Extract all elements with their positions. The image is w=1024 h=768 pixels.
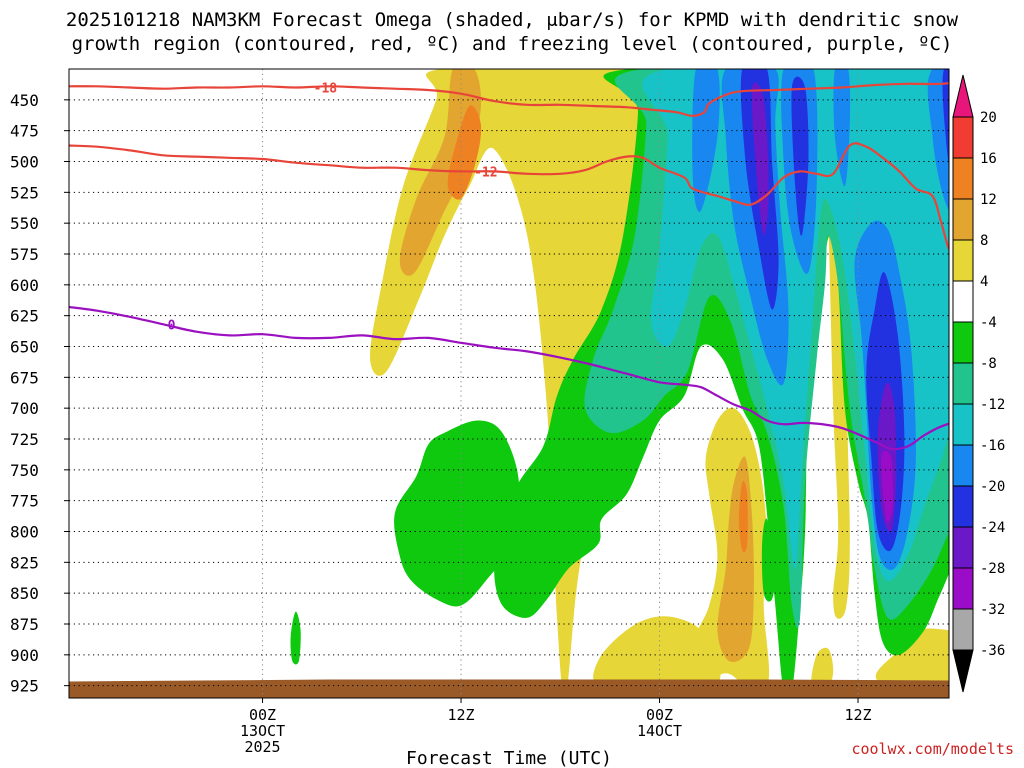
omega-region-20: [833, 69, 851, 187]
colorbar-bin-2: [952, 157, 974, 200]
terrain-ground: [69, 679, 949, 698]
red-contour-label-1: -12: [474, 165, 497, 180]
colorbar-label-4: 4: [980, 274, 988, 290]
y-tick-label-500: 500: [10, 153, 39, 172]
x-axis-title: Forecast Time (UTC): [406, 748, 612, 768]
y-tick-label-875: 875: [10, 615, 39, 634]
colorbar-bin-11: [952, 526, 974, 569]
y-tick-label-925: 925: [10, 677, 39, 696]
y-tick-label-525: 525: [10, 183, 39, 202]
omega-region-7: [593, 616, 721, 688]
omega-region-0: [370, 69, 659, 698]
omega-region-8: [811, 647, 834, 689]
chart-title-line2: growth region (contoured, red, ºC) and f…: [72, 33, 953, 55]
temperature-contours: -18 -12 0: [69, 82, 949, 451]
y-tick-label-575: 575: [10, 245, 39, 264]
colorbar-label-5: -4: [980, 315, 997, 331]
x-tick-label-6-0: 00Z: [249, 706, 276, 724]
y-tick-label-700: 700: [10, 399, 39, 418]
credit-link[interactable]: coolwx.com/modelts: [851, 740, 1014, 758]
red-contour-label-0: -18: [314, 82, 338, 97]
colorbar-label-13: -36: [980, 643, 1005, 659]
colorbar-bin-4: [952, 239, 974, 282]
y-tick-label-825: 825: [10, 553, 39, 572]
y-axis: 450 475 500 525 550 575 600 625 650 675 700 725 750 7…: [10, 91, 69, 696]
omega-region-26: [942, 69, 949, 167]
colorbar-bin-5: [952, 280, 974, 323]
omega-region-14: [394, 420, 520, 607]
y-tick-label-900: 900: [10, 646, 39, 665]
y-tick-label-600: 600: [10, 276, 39, 295]
colorbar-label-9: -20: [980, 479, 1005, 495]
red-contour-1: [69, 142, 949, 252]
y-tick-label-800: 800: [10, 523, 39, 542]
colorbar-label-7: -12: [980, 397, 1005, 413]
colorbar-label-10: -24: [980, 520, 1005, 536]
terrain-layer: [69, 679, 949, 698]
purple-contour-label-0: 0: [168, 318, 176, 333]
colorbar-bin-bottom: [952, 649, 974, 693]
colorbar-label-1: 16: [980, 151, 997, 167]
omega-region-6: [738, 480, 748, 553]
y-tick-label-625: 625: [10, 307, 39, 326]
purple-contour-0: [69, 305, 949, 451]
y-tick-label-675: 675: [10, 368, 39, 387]
omega-region-2: [447, 105, 482, 200]
grid-lines: [69, 69, 949, 698]
colorbar-bin-13: [952, 608, 974, 651]
y-tick-label-850: 850: [10, 584, 39, 603]
y-tick-label-550: 550: [10, 214, 39, 233]
x-tick-label-30-0: 00Z: [646, 706, 673, 724]
y-tick-label-775: 775: [10, 492, 39, 511]
colorbar-bin-8: [952, 403, 974, 446]
colorbar-bin-9: [952, 444, 974, 487]
plot-area: -18 -12 0: [69, 69, 949, 698]
omega-region-17: [692, 69, 720, 212]
colorbar-bin-7: [952, 362, 974, 405]
x-tick-label-6-1: 13OCT: [240, 722, 285, 740]
omega-region-24: [791, 76, 809, 236]
y-tick-label-725: 725: [10, 430, 39, 449]
colorbar-bin-6: [952, 321, 974, 364]
colorbar: 20 16 12 8 4 -4 -8 -12 -16 -20 -24 -28 -32 -36: [952, 74, 1005, 693]
x-tick-label-6-2: 2025: [244, 738, 280, 756]
y-tick-label-750: 750: [10, 461, 39, 480]
colorbar-label-3: 8: [980, 233, 988, 249]
x-tick-label-18-0: 12Z: [447, 706, 474, 724]
colorbar-label-12: -32: [980, 602, 1005, 618]
red-contour-0: [69, 82, 949, 117]
y-tick-label-450: 450: [10, 91, 39, 110]
colorbar-bin-12: [952, 567, 974, 610]
colorbar-label-11: -28: [980, 561, 1005, 577]
x-tick-label-42-0: 12Z: [844, 706, 871, 724]
colorbar-label-0: 20: [980, 110, 997, 126]
colorbar-bin-10: [952, 485, 974, 528]
colorbar-bin-3: [952, 198, 974, 241]
omega-region-1: [399, 69, 482, 276]
colorbar-bin-1: [952, 116, 974, 159]
colorbar-bin-top: [952, 74, 974, 118]
colorbar-label-2: 12: [980, 192, 997, 208]
x-tick-label-30-1: 14OCT: [637, 722, 682, 740]
colorbar-label-6: -8: [980, 356, 997, 372]
plot-frame: [68, 68, 950, 699]
colorbar-label-8: -16: [980, 438, 1005, 454]
omega-region-30: [881, 450, 894, 523]
chart-title-line1: 2025101218 NAM3KM Forecast Omega (shaded…: [66, 9, 959, 31]
y-tick-label-650: 650: [10, 338, 39, 357]
omega-region-9: [875, 628, 949, 689]
y-tick-label-475: 475: [10, 122, 39, 141]
omega-region-33: [290, 611, 301, 665]
omega-region-34: [761, 518, 776, 602]
